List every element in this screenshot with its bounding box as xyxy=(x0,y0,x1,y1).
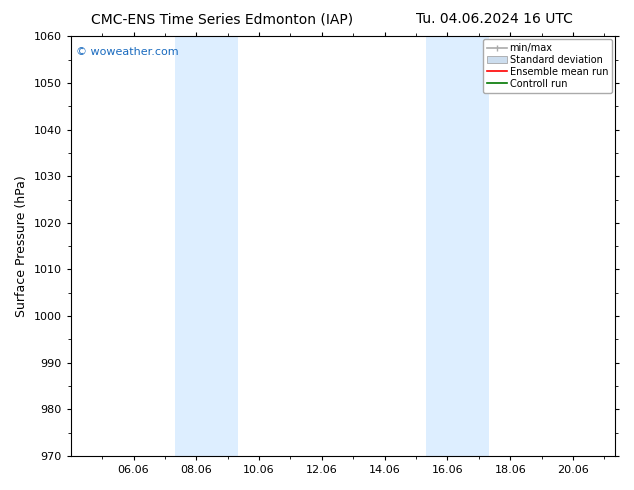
Bar xyxy=(427,36,489,456)
Text: © woweather.com: © woweather.com xyxy=(76,47,179,57)
Y-axis label: Surface Pressure (hPa): Surface Pressure (hPa) xyxy=(15,175,28,317)
Text: CMC-ENS Time Series Edmonton (IAP): CMC-ENS Time Series Edmonton (IAP) xyxy=(91,12,353,26)
Text: Tu. 04.06.2024 16 UTC: Tu. 04.06.2024 16 UTC xyxy=(416,12,573,26)
Bar xyxy=(175,36,238,456)
Legend: min/max, Standard deviation, Ensemble mean run, Controll run: min/max, Standard deviation, Ensemble me… xyxy=(483,39,612,93)
